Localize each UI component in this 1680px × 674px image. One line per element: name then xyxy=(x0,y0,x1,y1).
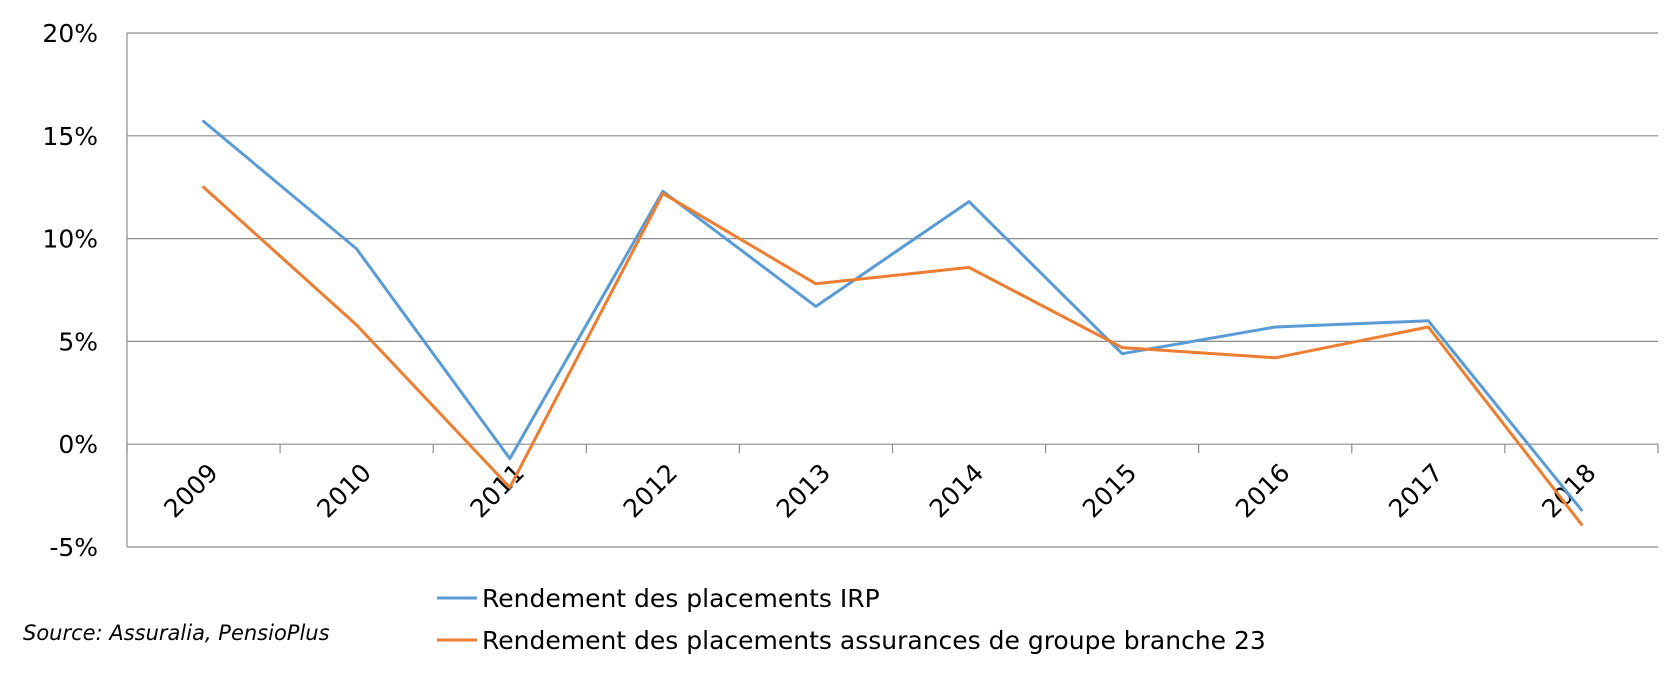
y-tick-label: 0% xyxy=(58,430,98,459)
y-tick-label: -5% xyxy=(49,533,98,562)
x-tick-label: 2015 xyxy=(1077,458,1142,523)
legend: Rendement des placements IRP Rendement de… xyxy=(437,584,1266,655)
source-note: Source: Assuralia, PensioPlus xyxy=(23,621,330,645)
x-axis-ticks: 2009 2010 2011 2012 2013 2014 2015 2016 2017 2018 xyxy=(158,458,1601,523)
x-tick-label: 2012 xyxy=(618,458,683,523)
series-lines xyxy=(202,119,1583,526)
y-axis-ticks: -5% 0% 5% 10% 15% 20% xyxy=(42,19,98,562)
series-line-1 xyxy=(202,119,1583,512)
x-tick-label: 2009 xyxy=(158,458,223,523)
y-tick-label: 10% xyxy=(42,225,98,254)
y-tick-label: 15% xyxy=(42,122,98,151)
gridlines xyxy=(127,32,1658,548)
x-tick-label: 2013 xyxy=(771,458,836,523)
legend-label: Rendement des placements assurances de g… xyxy=(482,626,1266,655)
series-line-2 xyxy=(202,185,1583,526)
x-tick-label: 2016 xyxy=(1230,458,1295,523)
x-tick-label: 2010 xyxy=(311,458,376,523)
legend-label: Rendement des placements IRP xyxy=(482,584,880,613)
y-tick-label: 20% xyxy=(42,19,98,48)
x-tick-label: 2017 xyxy=(1383,458,1448,523)
x-tick-label: 2014 xyxy=(924,458,989,523)
axes xyxy=(126,33,1659,547)
y-tick-label: 5% xyxy=(58,327,98,356)
